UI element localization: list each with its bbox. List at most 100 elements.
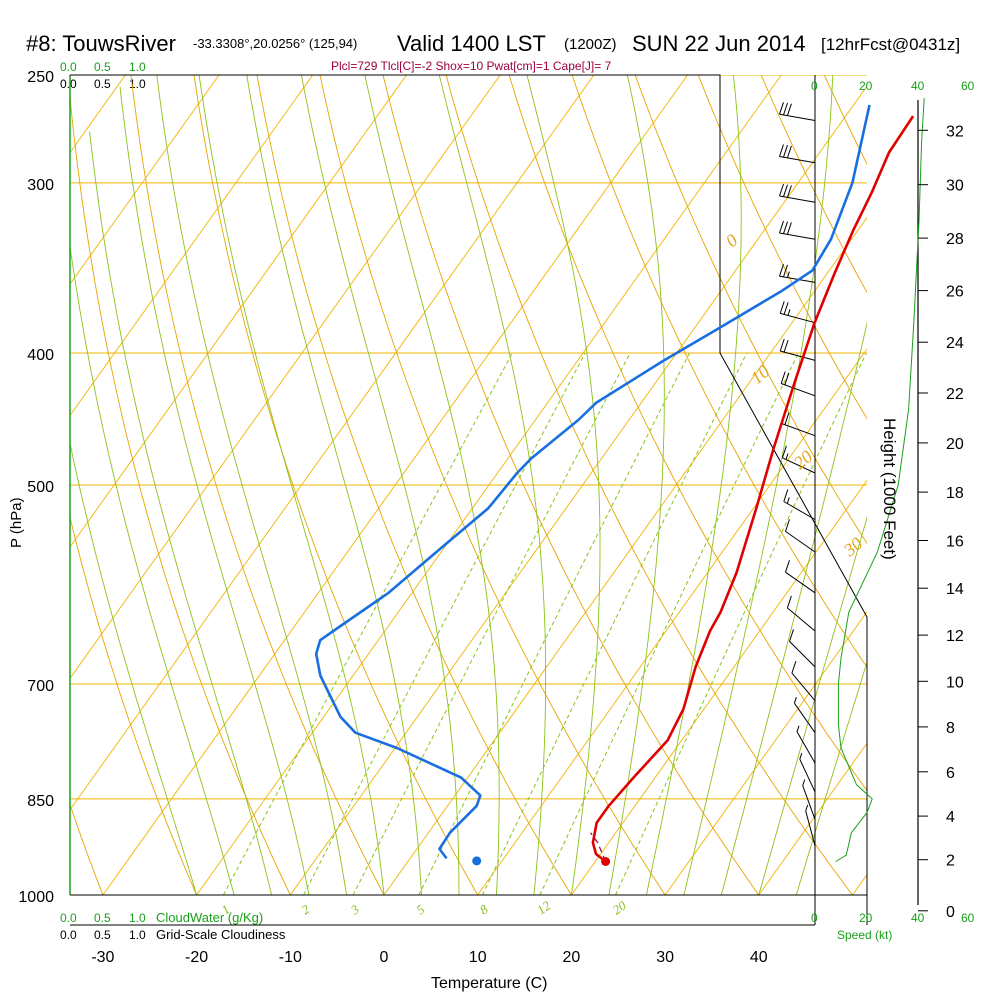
dry-adiabat bbox=[445, 75, 853, 895]
wind-speed-tick: 40 bbox=[911, 911, 925, 925]
cloud-water-label: CloudWater (g/Kg) bbox=[156, 910, 263, 925]
wind-barb-staff bbox=[793, 702, 816, 733]
cloud-water-tick: 0.5 bbox=[94, 911, 111, 925]
pressure-tick-label: 300 bbox=[27, 177, 54, 194]
wind-speed-tick-top: 60 bbox=[961, 79, 975, 93]
wind-speed-tick: 60 bbox=[961, 911, 975, 925]
dry-adiabat bbox=[319, 75, 666, 895]
wind-barb-flag bbox=[784, 372, 790, 385]
wind-barb-staff bbox=[785, 571, 816, 594]
cloudiness-tick: 0.0 bbox=[60, 77, 77, 91]
wind-barb-flag bbox=[783, 264, 788, 278]
mixing-ratio-line bbox=[303, 352, 586, 895]
pressure-tick-label: 1000 bbox=[18, 889, 54, 906]
height-tick-label: 32 bbox=[946, 123, 964, 140]
pressure-tick-label: 250 bbox=[27, 69, 54, 86]
wind-barb-half-flag bbox=[785, 453, 789, 460]
cloudiness-legend: 0.0 0.5 1.0 CloudWater (g/Kg) 0.0 0.5 1.… bbox=[60, 910, 286, 942]
wind-barb-half-flag bbox=[786, 271, 790, 278]
wind-barb-staff bbox=[791, 672, 816, 702]
moist-adiabat bbox=[758, 516, 867, 895]
wind-barb-flag bbox=[783, 184, 788, 197]
wind-barb-half-flag bbox=[786, 497, 790, 504]
dry-adiabat bbox=[70, 803, 104, 895]
valid-zulu: (1200Z) bbox=[564, 36, 617, 53]
wind-barb-flag bbox=[786, 145, 792, 159]
height-tick-label: 22 bbox=[946, 386, 964, 403]
wind-barb-staff bbox=[796, 731, 816, 764]
mixing-ratio-line bbox=[223, 352, 513, 895]
mixing-ratio-line bbox=[615, 352, 867, 895]
wind-barb-flag bbox=[786, 185, 792, 198]
wind-barb-flag bbox=[785, 560, 790, 573]
isotherm bbox=[70, 75, 407, 548]
wind-barb-staff bbox=[779, 195, 816, 203]
thermo-grid bbox=[0, 75, 867, 895]
wind-barb-flag bbox=[783, 102, 788, 116]
wind-speed-tick-top: 20 bbox=[859, 79, 873, 93]
moist-adiabat bbox=[608, 75, 665, 895]
dry-adiabat bbox=[0, 75, 9, 895]
wind-barb-flag bbox=[781, 445, 787, 458]
height-tick-label: 20 bbox=[946, 436, 964, 453]
moist-adiabat bbox=[720, 321, 867, 895]
cloudiness-tick: 0.5 bbox=[94, 77, 111, 91]
wind-barb-staff bbox=[781, 383, 816, 397]
wind-barb-half-flag bbox=[796, 725, 800, 732]
isotherm bbox=[477, 348, 867, 895]
cloudiness-tick: 1.0 bbox=[129, 928, 146, 942]
height-tick-label: 14 bbox=[946, 581, 964, 598]
isotherm bbox=[70, 75, 501, 680]
mixing-ratio-label: 12 bbox=[534, 897, 554, 917]
temperature-tick-label: 0 bbox=[380, 949, 389, 966]
temperature-profile bbox=[591, 115, 915, 863]
cloudiness-tick: 0.5 bbox=[94, 928, 111, 942]
mixing-ratio-line bbox=[482, 352, 748, 895]
height-tick-label: 10 bbox=[946, 674, 964, 691]
profile-lines bbox=[314, 104, 915, 866]
wind-barb-half-flag bbox=[802, 779, 806, 786]
wind-barb-half-flag bbox=[787, 309, 791, 316]
moist-adiabat bbox=[156, 75, 347, 895]
dry-adiabat-label: 0 bbox=[722, 230, 742, 251]
height-tick-label: 8 bbox=[946, 720, 955, 737]
dry-adiabat bbox=[256, 75, 572, 895]
temperature-tick-label: -10 bbox=[279, 949, 302, 966]
height-axis-title: Height (1000 Feet) bbox=[880, 418, 899, 560]
moist-adiabat bbox=[89, 131, 273, 895]
height-tick-label: 24 bbox=[946, 335, 964, 352]
wind-barb-staff bbox=[789, 641, 816, 668]
wind-barb-staff bbox=[785, 530, 816, 553]
isotherm bbox=[102, 75, 688, 895]
isotherm bbox=[289, 85, 867, 895]
wind-speed-tick: 0 bbox=[811, 911, 818, 925]
mixing-ratio-label: 20 bbox=[610, 897, 630, 917]
wind-barb-flag bbox=[783, 489, 789, 502]
wind-barb-flag bbox=[779, 144, 784, 157]
wind-speed-tick-top: 0 bbox=[811, 79, 818, 93]
dry-adiabat bbox=[508, 75, 867, 792]
moist-adiabat bbox=[364, 75, 500, 895]
dry-adiabat bbox=[70, 515, 198, 895]
cloud-water-tick: 0.0 bbox=[60, 60, 77, 74]
mixing-ratio-line bbox=[539, 352, 799, 895]
wind-barb-flag bbox=[786, 103, 792, 116]
station-title: #8: TouwsRiver bbox=[26, 31, 176, 56]
isotherm bbox=[758, 742, 867, 895]
sounding-indices: Plcl=729 Tlcl[C]=-2 Shox=10 Pwat[cm]=1 C… bbox=[331, 59, 612, 73]
moist-adiabat bbox=[198, 75, 385, 895]
mixing-ratio-label: 3 bbox=[347, 901, 362, 918]
height-tick-label: 6 bbox=[946, 765, 955, 782]
wind-barb-staff bbox=[782, 457, 816, 474]
wind-speed-scale: 0 20 40 60 0 20 40 60 Speed (kt) bbox=[811, 79, 975, 942]
valid-time: Valid 1400 LST bbox=[397, 31, 546, 56]
dewpoint-profile bbox=[314, 104, 871, 860]
cloud-water-tick: 0.0 bbox=[60, 911, 77, 925]
height-tick-label: 2 bbox=[946, 853, 955, 870]
wind-barb-half-flag bbox=[805, 804, 809, 812]
y-axis-title: P (hPa) bbox=[8, 497, 25, 548]
mixing-ratio-label: 5 bbox=[413, 901, 427, 917]
surface-temperature-dot bbox=[601, 857, 611, 866]
wind-barb-half-flag bbox=[799, 753, 803, 760]
